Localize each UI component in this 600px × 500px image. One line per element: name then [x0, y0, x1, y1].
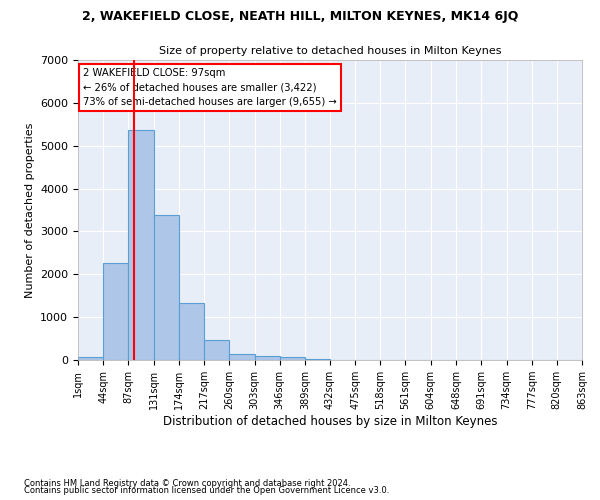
- Bar: [305, 359, 330, 360]
- Y-axis label: Number of detached properties: Number of detached properties: [25, 122, 35, 298]
- Bar: [179, 303, 204, 360]
- Bar: [128, 130, 154, 360]
- Bar: [229, 354, 254, 360]
- Title: Size of property relative to detached houses in Milton Keynes: Size of property relative to detached ho…: [159, 46, 501, 56]
- Text: 2 WAKEFIELD CLOSE: 97sqm
← 26% of detached houses are smaller (3,422)
73% of sem: 2 WAKEFIELD CLOSE: 97sqm ← 26% of detach…: [83, 68, 337, 107]
- Text: Contains HM Land Registry data © Crown copyright and database right 2024.: Contains HM Land Registry data © Crown c…: [24, 478, 350, 488]
- Bar: [204, 340, 229, 360]
- Bar: [78, 357, 103, 360]
- Bar: [280, 357, 305, 360]
- Bar: [103, 262, 128, 360]
- Text: Contains public sector information licensed under the Open Government Licence v3: Contains public sector information licen…: [24, 486, 389, 495]
- X-axis label: Distribution of detached houses by size in Milton Keynes: Distribution of detached houses by size …: [163, 415, 497, 428]
- Text: 2, WAKEFIELD CLOSE, NEATH HILL, MILTON KEYNES, MK14 6JQ: 2, WAKEFIELD CLOSE, NEATH HILL, MILTON K…: [82, 10, 518, 23]
- Bar: [154, 216, 179, 360]
- Bar: [254, 356, 280, 360]
